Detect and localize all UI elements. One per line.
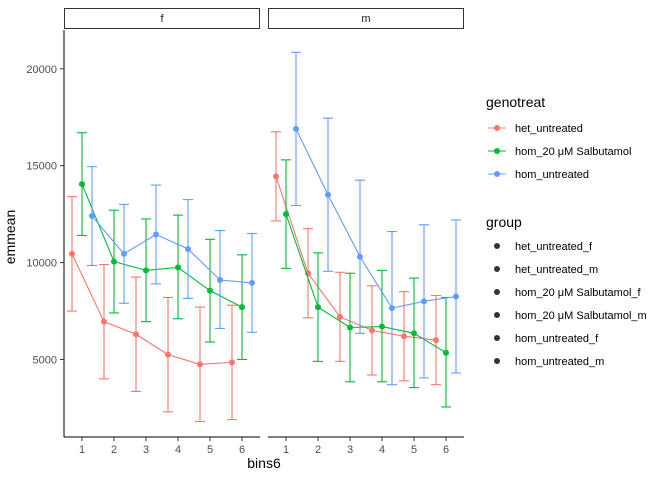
- legend-genotreat-title: genotreat: [486, 94, 545, 110]
- data-point: [79, 181, 85, 188]
- data-point: [443, 349, 449, 356]
- legend-key-point: [494, 243, 500, 249]
- series-line: [91, 215, 253, 284]
- data-point: [337, 313, 343, 320]
- data-point: [165, 351, 171, 358]
- y-axis: 5000 10000 15000 20000: [26, 30, 65, 437]
- x-tick-label: 3: [347, 444, 353, 456]
- data-point: [121, 250, 127, 257]
- legend-label: hom_untreated: [515, 169, 589, 181]
- series-line: [275, 176, 437, 341]
- data-point: [229, 359, 235, 366]
- data-point: [153, 231, 159, 238]
- data-point: [433, 337, 439, 344]
- series-het_untreated-m: [271, 131, 441, 386]
- data-point: [111, 258, 117, 265]
- legend-key-point: [494, 358, 500, 364]
- facet-strip-m: [268, 8, 464, 29]
- x-tick-label: 4: [379, 444, 385, 456]
- legend-key-point: [494, 289, 500, 295]
- x-tick-label: 5: [207, 444, 213, 456]
- panels: [67, 51, 461, 423]
- x-tick-label: 5: [411, 444, 417, 456]
- legend-key-point: [494, 266, 500, 272]
- legend-label: hom_untreated_m: [515, 356, 604, 368]
- data-point: [315, 304, 321, 311]
- data-point: [379, 323, 385, 330]
- y-tick-label: 15000: [26, 161, 57, 173]
- legend-label: het_untreated: [515, 123, 583, 135]
- x-tick-label: 1: [79, 444, 85, 456]
- data-point: [421, 298, 427, 305]
- data-point: [411, 330, 417, 337]
- data-point: [389, 305, 395, 312]
- legend-key-point: [494, 312, 500, 318]
- series-hom_untreated-m: [291, 51, 461, 386]
- data-point: [293, 125, 299, 132]
- data-point: [207, 287, 213, 294]
- y-tick-label: 20000: [26, 64, 57, 76]
- legend-key-point: [494, 148, 500, 154]
- facet-label-m: m: [361, 13, 370, 25]
- x-tick-label: 1: [283, 444, 289, 456]
- data-point: [357, 253, 363, 260]
- x-axes: 1 2 3 4 5 6 1 2 3 4 5 6: [64, 436, 464, 456]
- series-het_untreated-f: [67, 196, 237, 423]
- data-point: [239, 304, 245, 311]
- series-hom_20 μM Salbutamol-m: [281, 159, 451, 408]
- series-hom_untreated-f: [87, 166, 257, 333]
- data-point: [185, 246, 191, 253]
- data-point: [369, 327, 375, 334]
- data-point: [175, 264, 181, 271]
- data-point: [197, 361, 203, 368]
- data-point: [401, 333, 407, 340]
- x-tick-label: 6: [443, 444, 449, 456]
- x-tick-label: 6: [239, 444, 245, 456]
- data-point: [325, 191, 331, 198]
- facet-strip-f: [64, 8, 260, 29]
- series-hom_20 μM Salbutamol-f: [77, 132, 247, 361]
- series-line: [71, 253, 233, 365]
- legend-key-point: [494, 125, 500, 131]
- data-point: [283, 211, 289, 218]
- data-point: [249, 279, 255, 286]
- series-line: [295, 128, 457, 309]
- data-point: [89, 213, 95, 220]
- x-tick-label: 3: [143, 444, 149, 456]
- legend-group-title: group: [486, 214, 522, 230]
- facet-label-f: f: [160, 13, 164, 25]
- y-axis-title: emmean: [2, 210, 18, 264]
- data-point: [347, 324, 353, 331]
- data-point: [133, 331, 139, 338]
- legend-label: het_untreated_m: [515, 264, 598, 276]
- legend-label: hom_20 μM Salbutamol_f: [515, 287, 642, 299]
- data-point: [69, 250, 75, 257]
- legend-key-point: [494, 335, 500, 341]
- series-line: [81, 183, 243, 308]
- legend-label: hom_untreated_f: [515, 333, 599, 345]
- legend-key-point: [494, 171, 500, 177]
- data-point: [217, 277, 223, 284]
- legend-label: hom_20 μM Salbutamol: [515, 146, 631, 158]
- data-point: [143, 267, 149, 274]
- y-tick-label: 5000: [33, 354, 57, 366]
- legend-group: group het_untreated_f het_untreated_m hom_…: [486, 214, 647, 368]
- data-point: [273, 173, 279, 180]
- y-tick-label: 10000: [26, 258, 57, 270]
- x-tick-label: 4: [175, 444, 181, 456]
- data-point: [453, 293, 459, 300]
- x-axis-title: bins6: [247, 455, 281, 471]
- data-point: [101, 318, 107, 325]
- legend-label: het_untreated_f: [515, 241, 593, 253]
- x-tick-label: 2: [315, 444, 321, 456]
- x-tick-label: 2: [111, 444, 117, 456]
- series-line: [285, 213, 447, 354]
- legend-genotreat: genotreat het_untreated hom_20 μM Salbuta…: [486, 94, 631, 181]
- legend-label: hom_20 μM Salbutamol_m: [515, 310, 647, 322]
